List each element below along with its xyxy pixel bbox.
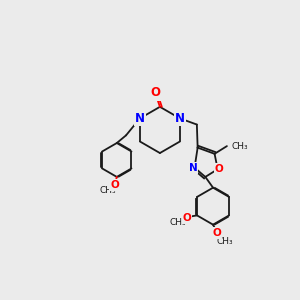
Text: N: N (135, 112, 145, 125)
Text: O: O (150, 86, 160, 100)
Text: O: O (215, 164, 224, 174)
Text: CH₃: CH₃ (99, 186, 116, 195)
Text: N: N (175, 112, 185, 125)
Text: O: O (212, 228, 221, 238)
Text: N: N (189, 163, 197, 173)
Text: O: O (110, 180, 119, 190)
Text: CH₃: CH₃ (169, 218, 186, 227)
Text: CH₃: CH₃ (216, 237, 233, 246)
Text: CH₃: CH₃ (232, 142, 248, 151)
Text: O: O (183, 213, 191, 223)
